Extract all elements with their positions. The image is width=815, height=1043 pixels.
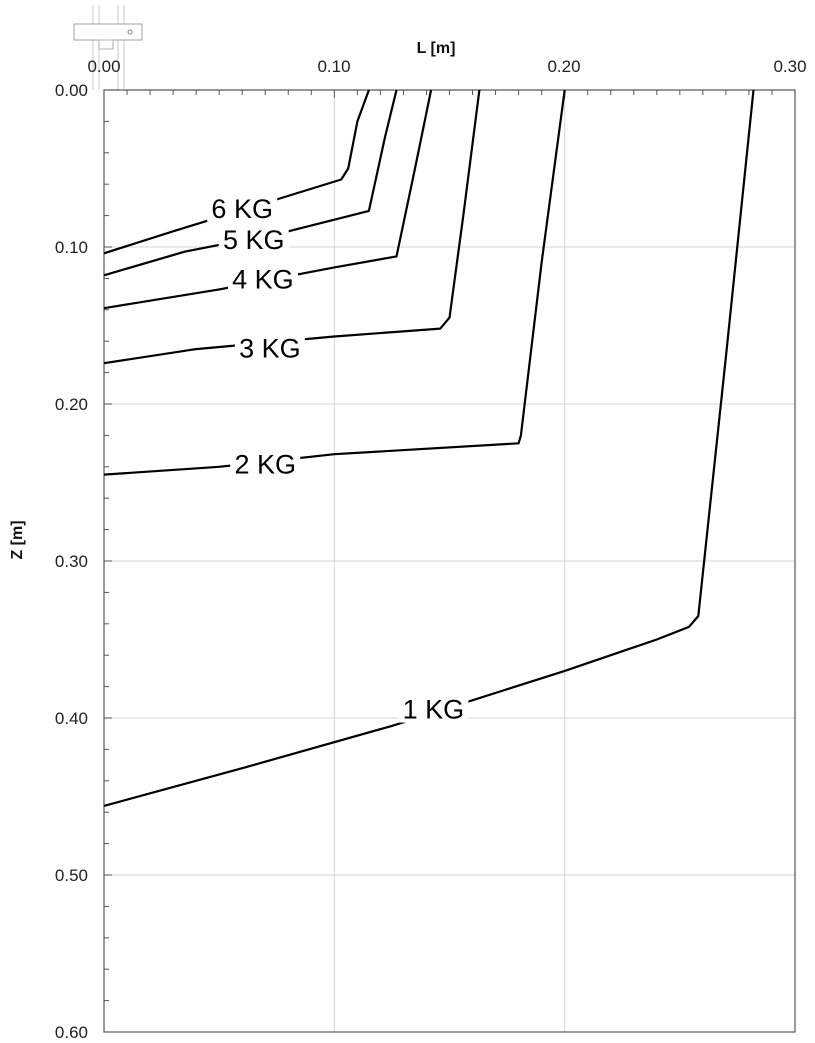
contour-line-1-kg [103, 89, 755, 807]
plot-frame [103, 89, 796, 1033]
y-tick-label-1: 0.10 [55, 238, 88, 257]
contour-label-halo-1-kg [398, 692, 469, 723]
y-tick-label-2: 0.20 [55, 395, 88, 414]
contour-label-halo-4-kg [227, 262, 298, 293]
contour-label-3-kg: 3 KG [239, 333, 301, 363]
y-tick-label-4: 0.40 [55, 709, 88, 728]
y-tick-label-6: 0.60 [55, 1023, 88, 1042]
x-axis-title: L [m] [417, 40, 456, 57]
slider-widget-icon [73, 5, 143, 90]
contour-label-5-kg: 5 KG [223, 225, 285, 255]
contour-line-4-kg [103, 89, 433, 310]
contour-label-2-kg: 2 KG [234, 450, 296, 480]
contour-label-halo-3-kg [234, 331, 305, 362]
y-tick-label-5: 0.50 [55, 866, 88, 885]
x-tick-label-2: 0.20 [547, 57, 580, 76]
grid [104, 90, 795, 1032]
contour-line-2-kg [103, 89, 566, 476]
x-tick-label-0: 0.00 [87, 57, 120, 76]
contour-label-halo-5-kg [218, 223, 289, 254]
x-tick-label-3: 0.30 [773, 57, 806, 76]
contour-label-6-kg: 6 KG [211, 194, 273, 224]
contour-label-halo-6-kg [207, 191, 278, 222]
x-tick-label-1: 0.10 [317, 57, 350, 76]
contour-labels: 6 KG5 KG 4 KG 3 KG 2 KG 1 KG [207, 191, 469, 725]
contour-line-3-kg [103, 89, 481, 365]
contour-line-6-kg [103, 89, 370, 255]
y-tick-label-3: 0.30 [55, 552, 88, 571]
minor-ticks [104, 90, 773, 1002]
contour-label-halo-2-kg [230, 447, 301, 478]
y-tick-label-0: 0.00 [55, 81, 88, 100]
contour-label-4-kg: 4 KG [232, 264, 294, 294]
contour-lines [103, 89, 755, 807]
contour-line-5-kg [103, 89, 398, 277]
y-axis-title: Z [m] [9, 520, 26, 559]
contour-label-1-kg: 1 KG [403, 695, 465, 725]
